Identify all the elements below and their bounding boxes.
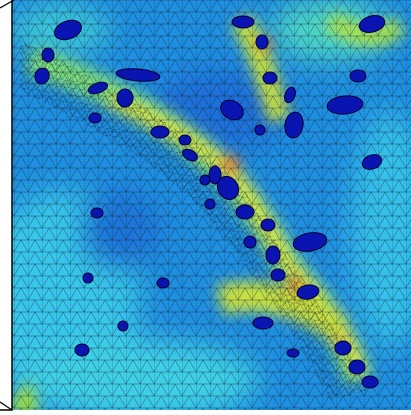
void xyxy=(260,218,276,232)
void xyxy=(115,68,161,82)
void xyxy=(255,34,269,50)
void xyxy=(82,272,94,284)
void xyxy=(348,359,366,375)
void xyxy=(270,268,286,282)
refined-mesh xyxy=(20,40,370,400)
void xyxy=(90,207,104,219)
void xyxy=(87,81,109,95)
void xyxy=(252,316,274,330)
void xyxy=(286,348,300,358)
void xyxy=(199,174,211,186)
void xyxy=(284,86,296,104)
void xyxy=(231,15,255,29)
void xyxy=(361,375,379,389)
void xyxy=(156,277,170,289)
void xyxy=(116,88,134,108)
frame xyxy=(0,0,14,411)
void xyxy=(74,343,90,357)
void xyxy=(182,148,198,162)
void xyxy=(292,232,328,252)
void xyxy=(235,204,255,220)
void xyxy=(53,19,83,41)
void xyxy=(254,124,266,136)
void xyxy=(41,47,55,63)
frame-edge xyxy=(0,401,13,411)
void xyxy=(284,111,304,139)
void xyxy=(88,112,102,124)
void xyxy=(358,15,386,33)
frame-edge xyxy=(0,0,15,9)
void xyxy=(34,67,50,85)
void xyxy=(326,95,364,115)
void xyxy=(178,134,192,146)
void xyxy=(220,99,244,121)
void xyxy=(117,320,129,332)
void xyxy=(265,245,281,265)
void xyxy=(208,165,222,185)
void xyxy=(361,154,383,170)
void xyxy=(204,198,216,210)
void xyxy=(262,71,278,85)
void xyxy=(349,69,367,83)
void xyxy=(243,235,257,249)
voids xyxy=(34,15,386,389)
void xyxy=(216,175,240,201)
void xyxy=(150,125,170,139)
void xyxy=(296,284,320,300)
void xyxy=(334,340,352,356)
